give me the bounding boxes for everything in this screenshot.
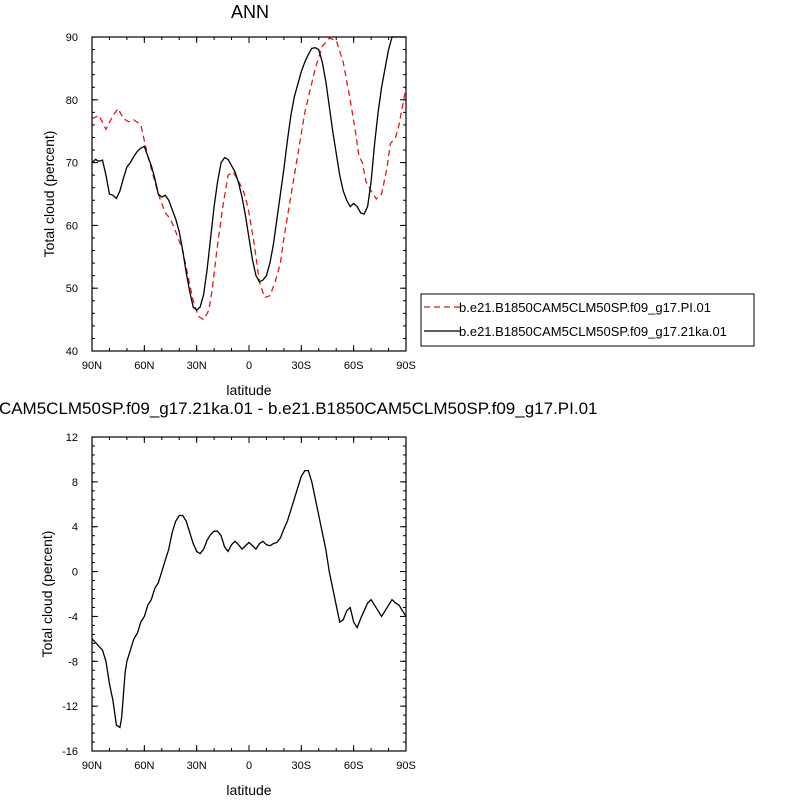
- bottom-chart-title: b.e21.B1850CAM5CLM50SP.f09_g17.21ka.01 -…: [0, 399, 597, 418]
- bottom-chart-x-tick-label: 30S: [292, 760, 312, 772]
- top-chart-ticks: 90N 60N 30N 0 30S 60S 90S 40 50 60 70 80 90: [66, 32, 416, 372]
- legend-box: [420, 293, 755, 347]
- top-chart-x-axis-label: latitude: [226, 382, 271, 398]
- bottom-chart-y-tick-label: 12: [66, 432, 78, 444]
- top-chart-x-tick-label: 30N: [187, 360, 207, 372]
- bottom-chart-x-tick-label: 90N: [82, 760, 102, 772]
- bottom-chart-y-tick-label: 4: [72, 522, 78, 534]
- top-chart-plot-frame: [91, 36, 407, 352]
- bottom-chart-plot-frame: [91, 436, 407, 752]
- bottom-chart-x-axis-label: latitude: [226, 782, 271, 798]
- legend: b.e21.B1850CAM5CLM50SP.f09_g17.PI.01 b.e…: [420, 293, 755, 347]
- bottom-chart-y-axis-label: Total cloud (percent): [39, 531, 55, 658]
- bottom-chart-y-tick-label: 8: [72, 477, 78, 489]
- top-chart-y-tick-label: 70: [66, 158, 78, 170]
- top-chart-y-tick-label: 50: [66, 283, 78, 295]
- top-chart: ANN 90N 60N 30N 0 30S 60S 90S 40 50 60 70 80 90 lati…: [41, 2, 416, 398]
- top-chart-series-line-1: [91, 37, 407, 321]
- bottom-chart-x-tick-label: 60S: [344, 760, 364, 772]
- bottom-chart-y-tick-label: -4: [68, 611, 78, 623]
- bottom-chart-y-tick-label: -12: [62, 701, 78, 713]
- legend-label-21ka: b.e21.B1850CAM5CLM50SP.f09_g17.21ka.01: [459, 324, 727, 339]
- top-chart-x-tick-label: 30S: [292, 360, 312, 372]
- top-chart-x-tick-label: 60S: [344, 360, 364, 372]
- top-chart-y-tick-label: 90: [66, 32, 78, 44]
- bottom-chart-y-tick-label: 0: [72, 567, 78, 579]
- bottom-chart-x-tick-label: 60N: [134, 760, 154, 772]
- top-chart-x-tick-label: 90N: [82, 360, 102, 372]
- top-chart-x-tick-label: 60N: [134, 360, 154, 372]
- top-chart-y-tick-label: 80: [66, 95, 78, 107]
- bottom-chart-x-tick-label: 30N: [187, 760, 207, 772]
- top-chart-title: ANN: [231, 2, 269, 22]
- bottom-chart-series-line-1: [91, 469, 407, 729]
- top-chart-x-tick-label: 90S: [396, 360, 416, 372]
- top-chart-series-line-2: [91, 36, 406, 312]
- top-chart-y-axis-label: Total cloud (percent): [41, 131, 57, 258]
- bottom-chart-y-tick-label: -8: [68, 656, 78, 668]
- bottom-chart-series-group: [91, 469, 407, 729]
- top-chart-series-group: [91, 36, 407, 321]
- bottom-chart-x-tick-label: 90S: [396, 760, 416, 772]
- legend-label-pi: b.e21.B1850CAM5CLM50SP.f09_g17.PI.01: [459, 300, 711, 315]
- bottom-chart-y-tick-label: -16: [62, 746, 78, 758]
- bottom-chart-ticks: 90N 60N 30N 0 30S 60S 90S -16 -12 -8 -4 0 4 8 12: [62, 432, 416, 772]
- top-chart-y-tick-label: 60: [66, 220, 78, 232]
- bottom-chart: b.e21.B1850CAM5CLM50SP.f09_g17.21ka.01 -…: [0, 399, 597, 798]
- bottom-chart-x-tick-label: 0: [246, 760, 252, 772]
- top-chart-x-tick-label: 0: [246, 360, 252, 372]
- top-chart-y-tick-label: 40: [66, 346, 78, 358]
